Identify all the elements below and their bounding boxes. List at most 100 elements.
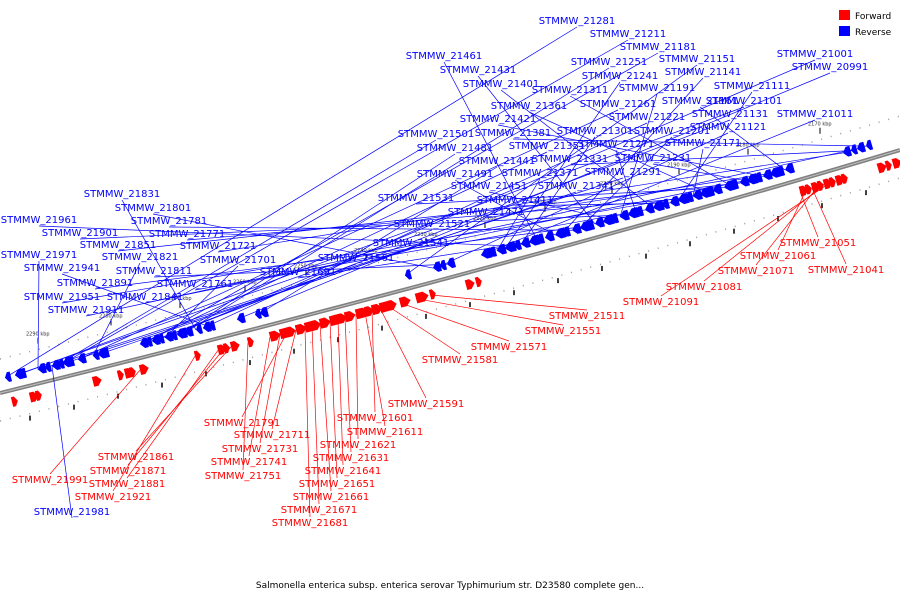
kbp-tick-label: 2170 kbp (808, 122, 832, 128)
reverse-gene-feature (68, 355, 76, 367)
leader-line (415, 298, 564, 326)
leader-line (344, 317, 352, 453)
leader-line (454, 179, 556, 236)
gene-label: STMMW_21051 (780, 238, 856, 249)
reverse-gene-feature (103, 347, 111, 358)
leader-line (429, 294, 588, 311)
reverse-gene-feature (545, 230, 556, 242)
reverse-gene-feature (763, 169, 774, 180)
leader-line (439, 132, 729, 267)
reverse-gene-feature (572, 223, 583, 234)
reverse-gene-feature (481, 247, 493, 259)
gene-label: STMMW_21641 (305, 466, 381, 477)
forward-gene-feature (414, 291, 429, 304)
gene-label: STMMW_21071 (718, 266, 794, 277)
gene-label: STMMW_21281 (539, 16, 615, 27)
reverse-gene-feature (611, 212, 620, 224)
leader-line (579, 136, 673, 229)
gene-label: STMMW_21161 (662, 96, 738, 107)
gene-label: STMMW_21881 (89, 479, 165, 490)
reverse-gene-feature (555, 227, 567, 239)
leader-line (145, 52, 659, 343)
gene-label: STMMW_21481 (417, 143, 493, 154)
gene-label: STMMW_21851 (80, 240, 156, 251)
forward-gene-feature (91, 375, 102, 387)
gene-label: STMMW_21061 (740, 251, 816, 262)
leader-line (569, 95, 732, 186)
leader-line (660, 182, 831, 297)
gene-label: STMMW_21621 (320, 440, 396, 451)
leader-line (569, 150, 852, 166)
gene-label: STMMW_21001 (777, 49, 853, 60)
leader-line (144, 178, 756, 304)
leader-line (811, 187, 847, 265)
gene-label: STMMW_21971 (1, 250, 77, 261)
leader-line (319, 323, 332, 492)
gene-label: STMMW_21631 (313, 453, 389, 464)
forward-gene-feature (128, 367, 136, 378)
reverse-gene-feature (707, 185, 716, 197)
reverse-gene-feature (433, 261, 443, 272)
gene-label: STMMW_21521 (394, 219, 470, 230)
leader-line (57, 139, 437, 365)
leader-line (703, 184, 825, 282)
leader-line (755, 186, 819, 266)
leader-line (79, 214, 629, 240)
gene-label: STMMW_21261 (580, 99, 656, 110)
gene-label: STMMW_21431 (440, 65, 516, 76)
gene-label: STMMW_21091 (623, 297, 699, 308)
forward-gene-feature (229, 341, 240, 352)
forward-gene-feature (891, 158, 900, 169)
leader-line (399, 302, 510, 342)
gene-label: STMMW_21951 (24, 292, 100, 303)
reverse-gene-feature (686, 191, 695, 203)
reverse-gene-feature (171, 329, 179, 341)
reverse-gene-feature (158, 333, 166, 344)
leader-layer (4, 26, 867, 519)
reverse-gene-feature (203, 321, 212, 332)
reverse-gene-feature (489, 246, 498, 257)
gene-label: STMMW_21131 (692, 109, 768, 120)
reverse-gene-feature (662, 198, 671, 210)
reverse-gene-feature (260, 306, 269, 318)
reverse-gene-feature (628, 206, 640, 219)
reverse-gene-feature (636, 205, 645, 217)
gene-label: STMMW_20991 (792, 62, 868, 73)
leader-line (512, 138, 867, 147)
leader-line (355, 314, 359, 440)
gene-label: STMMW_21751 (205, 471, 281, 482)
forward-gene-feature (34, 390, 42, 401)
kbp-tick-label: 2190 kbp (667, 162, 691, 168)
gene-label: STMMW_21191 (619, 83, 695, 94)
gene-label: STMMW_21661 (293, 492, 369, 503)
reverse-gene-feature (20, 367, 28, 379)
leader-line (44, 177, 624, 369)
gene-label: STMMW_21691 (260, 267, 336, 278)
map-caption: Salmonella enterica subsp. enterica sero… (256, 581, 644, 591)
gene-label: STMMW_21041 (808, 265, 884, 276)
gene-label: STMMW_21291 (585, 167, 661, 178)
leader-line (692, 148, 704, 197)
reverse-gene-feature (740, 175, 751, 187)
gene-label: STMMW_21441 (459, 156, 535, 167)
gene-label: STMMW_21451 (451, 181, 527, 192)
kbp-tick-label: 2250 kbp (294, 264, 318, 270)
reverse-gene-feature (185, 325, 194, 337)
forward-gene-feature (363, 306, 374, 317)
leader-line (329, 321, 338, 479)
leader-line (62, 39, 629, 364)
leader-line (4, 26, 578, 379)
gene-label: STMMW_21811 (116, 266, 192, 277)
leader-line (297, 241, 530, 279)
leader-line (112, 355, 196, 492)
leader-line (677, 91, 753, 201)
reverse-gene-feature (52, 359, 61, 371)
forward-gene-feature (828, 177, 836, 188)
legend: Forward Reverse (839, 10, 892, 38)
leader-line (121, 199, 197, 331)
leader-line (217, 152, 844, 253)
gene-label: STMMW_21561 (318, 253, 394, 264)
gene-label: STMMW_21981 (34, 507, 110, 518)
